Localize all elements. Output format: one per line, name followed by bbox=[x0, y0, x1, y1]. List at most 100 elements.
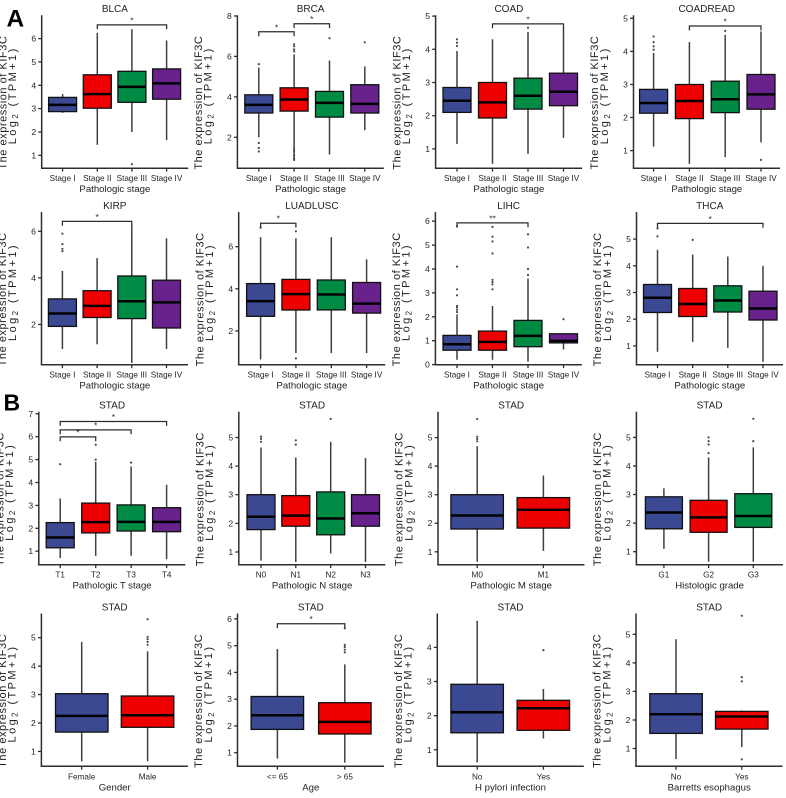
svg-text:4: 4 bbox=[623, 46, 628, 56]
svg-text:4: 4 bbox=[227, 667, 232, 677]
svg-text:Female: Female bbox=[68, 772, 96, 781]
svg-text:LUADLUSC: LUADLUSC bbox=[285, 201, 338, 212]
svg-text:2: 2 bbox=[623, 113, 628, 123]
svg-text:4: 4 bbox=[228, 461, 233, 471]
svg-text:8: 8 bbox=[227, 11, 232, 21]
svg-text:G3: G3 bbox=[748, 571, 759, 580]
svg-text:Stage I: Stage I bbox=[248, 371, 274, 380]
svg-text:Stage II: Stage II bbox=[83, 371, 111, 380]
svg-text:1: 1 bbox=[626, 744, 631, 754]
svg-text:1: 1 bbox=[425, 144, 430, 154]
svg-text:THCA: THCA bbox=[696, 201, 724, 212]
svg-text:Pathologic stage: Pathologic stage bbox=[276, 381, 347, 392]
svg-text:Barretts esophagus: Barretts esophagus bbox=[668, 782, 751, 793]
svg-text:1: 1 bbox=[626, 341, 631, 351]
svg-text:4: 4 bbox=[31, 273, 36, 283]
svg-text:3: 3 bbox=[31, 104, 36, 114]
svg-text:*: * bbox=[275, 22, 279, 32]
svg-text:Stage II: Stage II bbox=[83, 174, 111, 183]
svg-text:Pathologic stage: Pathologic stage bbox=[473, 381, 544, 392]
svg-text:The expression of KIF3C: The expression of KIF3C bbox=[592, 233, 604, 367]
svg-text:Yes: Yes bbox=[735, 772, 748, 781]
svg-text:Stage II: Stage II bbox=[282, 371, 310, 380]
svg-text:3: 3 bbox=[28, 500, 33, 510]
svg-text:1: 1 bbox=[626, 547, 631, 557]
svg-text:Pathologic stage: Pathologic stage bbox=[79, 381, 150, 392]
svg-text:1: 1 bbox=[428, 547, 433, 557]
svg-text:Pathologic T stage: Pathologic T stage bbox=[73, 581, 152, 592]
svg-text:3: 3 bbox=[31, 690, 36, 700]
svg-text:Stage IV: Stage IV bbox=[351, 371, 383, 380]
svg-text:Stage IV: Stage IV bbox=[151, 371, 183, 380]
svg-text:LIHC: LIHC bbox=[497, 201, 520, 212]
svg-text:3: 3 bbox=[626, 686, 631, 696]
svg-text:Stage I: Stage I bbox=[246, 174, 272, 183]
svg-text:N3: N3 bbox=[360, 571, 371, 580]
svg-text:2: 2 bbox=[427, 711, 432, 721]
svg-text:5: 5 bbox=[228, 433, 233, 443]
svg-text:Stage III: Stage III bbox=[513, 371, 544, 380]
svg-text:BLCA: BLCA bbox=[102, 4, 128, 15]
svg-text:The expression of KIF3C: The expression of KIF3C bbox=[391, 233, 403, 367]
svg-text:*: * bbox=[277, 214, 281, 224]
svg-text:Pathologic M stage: Pathologic M stage bbox=[470, 581, 552, 592]
svg-text:Stage I: Stage I bbox=[49, 371, 75, 380]
svg-text:<= 65: <= 65 bbox=[267, 772, 288, 781]
svg-text:COADREAD: COADREAD bbox=[678, 4, 735, 15]
svg-text:KIRP: KIRP bbox=[103, 201, 127, 212]
svg-text:Pathologic stage: Pathologic stage bbox=[671, 184, 742, 195]
svg-text:2: 2 bbox=[626, 715, 631, 725]
svg-text:4: 4 bbox=[425, 44, 430, 54]
svg-text:Gender: Gender bbox=[99, 782, 132, 793]
svg-text:STAD: STAD bbox=[498, 401, 524, 412]
svg-text:> 65: > 65 bbox=[337, 772, 354, 781]
svg-text:The expression of KIF3C: The expression of KIF3C bbox=[0, 634, 9, 768]
svg-text:2: 2 bbox=[425, 312, 430, 322]
svg-text:*: * bbox=[112, 412, 116, 422]
svg-text:4: 4 bbox=[31, 80, 36, 90]
svg-text:5: 5 bbox=[28, 455, 33, 465]
svg-text:STAD: STAD bbox=[102, 603, 128, 614]
svg-text:2: 2 bbox=[31, 320, 36, 330]
svg-text:4: 4 bbox=[228, 284, 233, 294]
svg-text:2: 2 bbox=[228, 518, 233, 528]
svg-text:4: 4 bbox=[427, 642, 432, 652]
svg-text:3: 3 bbox=[425, 78, 430, 88]
svg-text:BRCA: BRCA bbox=[297, 4, 325, 15]
svg-text:*: * bbox=[709, 214, 713, 224]
svg-text:Stage II: Stage II bbox=[679, 371, 707, 380]
svg-text:1: 1 bbox=[427, 745, 432, 755]
svg-text:Stage I: Stage I bbox=[645, 371, 671, 380]
svg-text:1: 1 bbox=[31, 746, 36, 756]
svg-text:6: 6 bbox=[227, 51, 232, 61]
svg-text:G2: G2 bbox=[703, 571, 714, 580]
svg-text:3: 3 bbox=[427, 677, 432, 687]
svg-text:M0: M0 bbox=[472, 571, 484, 580]
svg-text:T1: T1 bbox=[55, 571, 65, 580]
svg-text:Pathologic stage: Pathologic stage bbox=[79, 184, 150, 195]
svg-text:STAD: STAD bbox=[99, 401, 125, 412]
svg-text:Stage II: Stage II bbox=[280, 174, 308, 183]
svg-text:6: 6 bbox=[31, 226, 36, 236]
svg-text:1: 1 bbox=[227, 748, 232, 758]
svg-text:STAD: STAD bbox=[298, 603, 324, 614]
svg-text:3: 3 bbox=[626, 288, 631, 298]
svg-text:Stage I: Stage I bbox=[50, 174, 76, 183]
svg-text:6: 6 bbox=[227, 614, 232, 624]
svg-text:3: 3 bbox=[623, 80, 628, 90]
svg-text:STAD: STAD bbox=[697, 401, 723, 412]
svg-text:T4: T4 bbox=[162, 571, 172, 580]
svg-text:5: 5 bbox=[31, 57, 36, 67]
svg-text:Stage II: Stage II bbox=[478, 174, 506, 183]
svg-text:3: 3 bbox=[228, 490, 233, 500]
svg-text:B: B bbox=[4, 390, 21, 416]
svg-text:Stage III: Stage III bbox=[314, 174, 345, 183]
svg-text:Pathologic N stage: Pathologic N stage bbox=[272, 581, 353, 592]
svg-text:Stage IV: Stage IV bbox=[548, 371, 580, 380]
svg-text:6: 6 bbox=[425, 216, 430, 226]
svg-text:Pathologic stage: Pathologic stage bbox=[275, 184, 346, 195]
svg-text:No: No bbox=[472, 772, 483, 781]
svg-text:Stage I: Stage I bbox=[444, 174, 470, 183]
svg-text:4: 4 bbox=[425, 264, 430, 274]
svg-text:M1: M1 bbox=[538, 571, 550, 580]
